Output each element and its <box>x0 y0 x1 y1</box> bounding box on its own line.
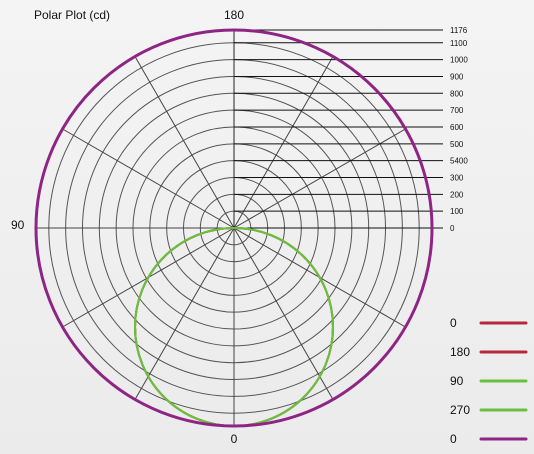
grid-spoke <box>134 56 235 229</box>
legend-label: 180 <box>450 345 470 359</box>
grid-spoke <box>233 56 334 229</box>
radial-tick-label: 500 <box>450 140 464 149</box>
radial-tick-label: 600 <box>450 123 464 132</box>
radial-tick-label: 1176 <box>450 26 468 35</box>
radial-tick-label: 5400 <box>450 157 468 166</box>
angle-label-bottom: 0 <box>231 432 238 446</box>
series-layer <box>34 28 434 428</box>
radial-tick-label: 200 <box>450 190 464 199</box>
radial-tick-label: 300 <box>450 173 464 182</box>
legend-label: 0 <box>450 316 457 330</box>
radial-tick-label: 800 <box>450 89 464 98</box>
series-curve <box>34 28 434 428</box>
angle-label-left: 90 <box>11 218 25 232</box>
radial-ticks: 1176110010009008007006005005400300200100… <box>234 26 468 233</box>
legend-label: 270 <box>450 403 470 417</box>
legend-label: 90 <box>450 374 464 388</box>
grid-spoke <box>233 227 334 400</box>
radial-tick-label: 100 <box>450 207 464 216</box>
radial-tick-label: 0 <box>450 224 455 233</box>
grid-spoke <box>134 227 235 400</box>
radial-tick-label: 1100 <box>450 39 468 48</box>
angle-label-top: 180 <box>224 8 244 22</box>
radial-tick-label: 700 <box>450 106 464 115</box>
legend-label: 0 <box>450 432 457 446</box>
legend: 0 180 90 270 0 <box>450 316 528 446</box>
radial-tick-label: 900 <box>450 72 464 81</box>
grid-spoke <box>62 128 235 229</box>
chart-title: Polar Plot (cd) <box>34 8 110 22</box>
radial-tick-label: 1000 <box>450 56 468 65</box>
